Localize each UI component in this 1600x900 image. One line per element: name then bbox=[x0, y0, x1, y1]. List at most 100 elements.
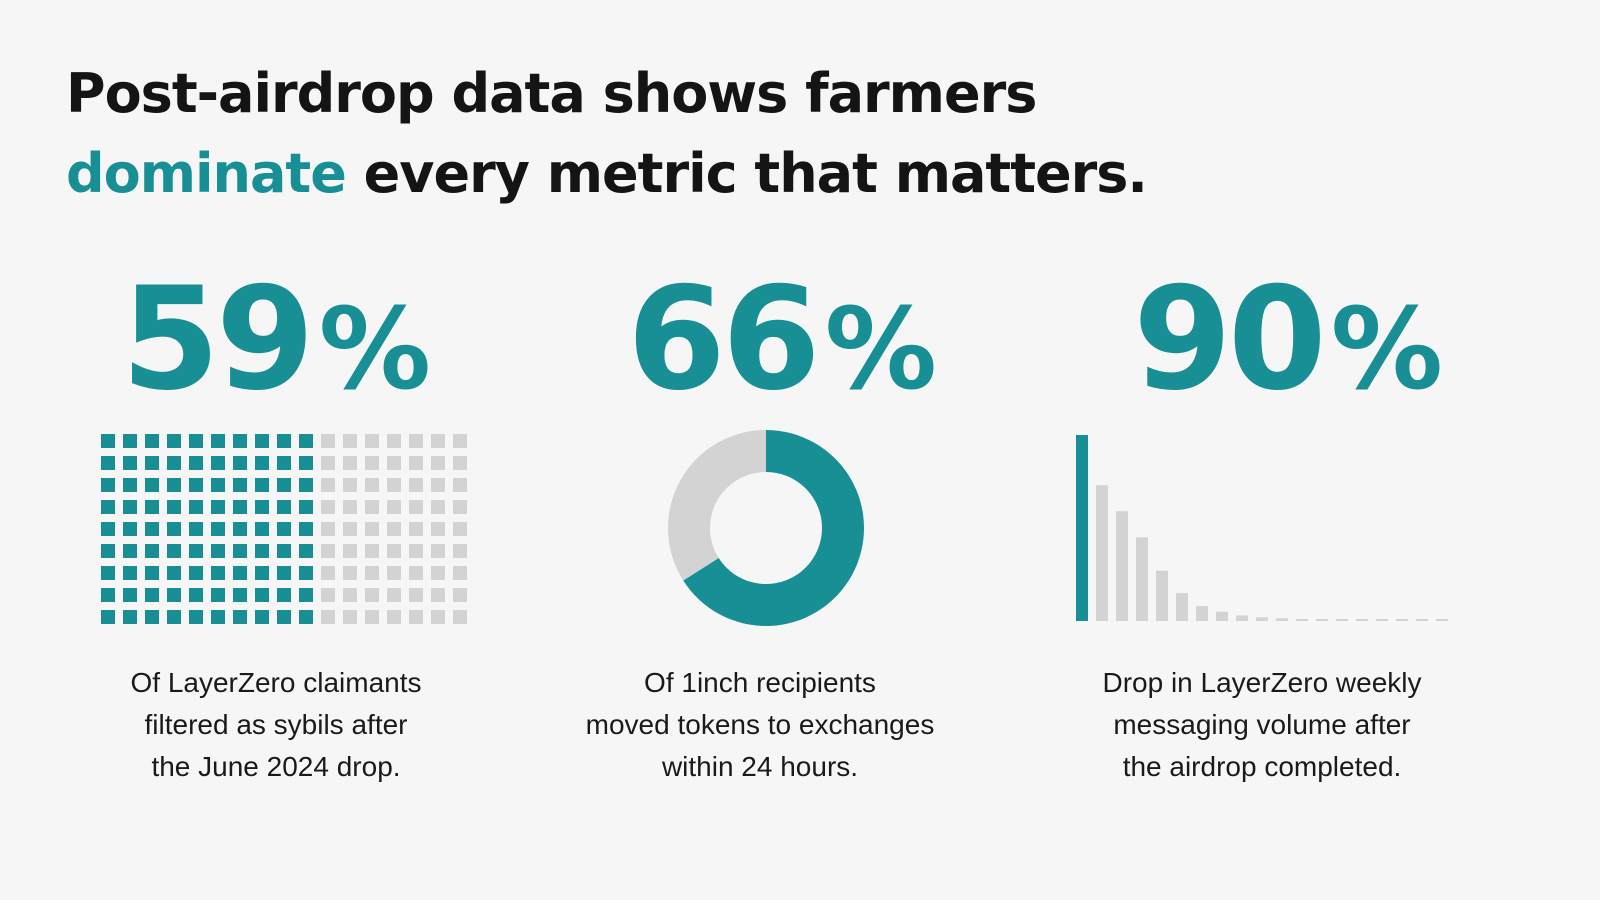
waffle-cell-filled bbox=[277, 566, 291, 580]
waffle-cell-filled bbox=[145, 566, 159, 580]
waffle-cell-filled bbox=[167, 500, 181, 514]
waffle-cell-filled bbox=[145, 610, 159, 624]
stat-column-1inch: 66% bbox=[562, 260, 1002, 430]
waffle-cell-empty bbox=[387, 434, 401, 448]
waffle-cell-filled bbox=[299, 610, 313, 624]
waffle-cell-empty bbox=[453, 588, 467, 602]
waffle-cell-empty bbox=[431, 478, 445, 492]
bar bbox=[1216, 611, 1228, 621]
waffle-cell-empty bbox=[321, 544, 335, 558]
waffle-cell-empty bbox=[387, 456, 401, 470]
bar bbox=[1096, 485, 1108, 621]
waffle-cell-empty bbox=[343, 588, 357, 602]
waffle-cell-empty bbox=[409, 588, 423, 602]
waffle-cell-filled bbox=[255, 456, 269, 470]
waffle-cell-empty bbox=[431, 610, 445, 624]
caption-line: Of 1inch recipients bbox=[644, 667, 876, 698]
headline-accent-word: dominate bbox=[66, 142, 347, 205]
waffle-cell-filled bbox=[233, 588, 247, 602]
waffle-cell-filled bbox=[255, 478, 269, 492]
stat-column-volume: 90% bbox=[1068, 260, 1508, 430]
waffle-cell-empty bbox=[365, 478, 379, 492]
caption-line: Of LayerZero claimants bbox=[130, 667, 422, 698]
waffle-cell-filled bbox=[255, 434, 269, 448]
waffle-cell-empty bbox=[431, 566, 445, 580]
stat-number: 90 bbox=[1133, 257, 1327, 422]
donut-chart-1inch bbox=[668, 430, 864, 626]
waffle-cell-filled bbox=[233, 522, 247, 536]
waffle-cell-filled bbox=[255, 500, 269, 514]
waffle-cell-empty bbox=[409, 610, 423, 624]
waffle-cell-filled bbox=[277, 500, 291, 514]
waffle-cell-filled bbox=[277, 610, 291, 624]
waffle-cell-filled bbox=[101, 610, 115, 624]
bar bbox=[1416, 619, 1428, 621]
waffle-cell-filled bbox=[167, 588, 181, 602]
waffle-cell-empty bbox=[453, 566, 467, 580]
bar bbox=[1196, 606, 1208, 621]
caption-line: Drop in LayerZero weekly bbox=[1102, 667, 1422, 698]
waffle-cell-filled bbox=[277, 456, 291, 470]
headline-line-1: Post-airdrop data shows farmers bbox=[66, 62, 1037, 125]
waffle-cell-filled bbox=[211, 478, 225, 492]
bar bbox=[1136, 537, 1148, 621]
bar bbox=[1176, 593, 1188, 621]
waffle-cell-empty bbox=[431, 544, 445, 558]
waffle-cell-empty bbox=[409, 500, 423, 514]
waffle-cell-empty bbox=[409, 456, 423, 470]
waffle-cell-filled bbox=[189, 522, 203, 536]
waffle-cell-empty bbox=[321, 500, 335, 514]
waffle-cell-filled bbox=[167, 544, 181, 558]
waffle-cell-filled bbox=[277, 522, 291, 536]
waffle-cell-filled bbox=[277, 588, 291, 602]
waffle-cell-empty bbox=[387, 522, 401, 536]
waffle-cell-filled bbox=[211, 544, 225, 558]
waffle-cell-empty bbox=[409, 544, 423, 558]
waffle-cell-filled bbox=[189, 478, 203, 492]
bar bbox=[1356, 619, 1368, 621]
waffle-cell-filled bbox=[189, 566, 203, 580]
stat-number: 59 bbox=[121, 257, 315, 422]
waffle-cell-filled bbox=[255, 566, 269, 580]
waffle-cell-filled bbox=[123, 544, 137, 558]
waffle-cell-filled bbox=[255, 588, 269, 602]
waffle-cell-empty bbox=[321, 434, 335, 448]
caption-1inch: Of 1inch recipients moved tokens to exch… bbox=[540, 662, 980, 788]
waffle-cell-filled bbox=[101, 500, 115, 514]
bar bbox=[1236, 615, 1248, 621]
waffle-cell-filled bbox=[211, 456, 225, 470]
waffle-cell-filled bbox=[299, 478, 313, 492]
waffle-cell-empty bbox=[431, 456, 445, 470]
waffle-cell-empty bbox=[365, 456, 379, 470]
waffle-cell-filled bbox=[233, 434, 247, 448]
waffle-cell-empty bbox=[321, 588, 335, 602]
waffle-cell-filled bbox=[277, 478, 291, 492]
bar bbox=[1316, 619, 1328, 621]
waffle-cell-filled bbox=[123, 566, 137, 580]
waffle-cell-filled bbox=[189, 456, 203, 470]
waffle-cell-empty bbox=[343, 456, 357, 470]
waffle-cell-empty bbox=[321, 478, 335, 492]
stat-value-volume: 90% bbox=[1068, 260, 1508, 430]
waffle-cell-filled bbox=[145, 478, 159, 492]
waffle-cell-filled bbox=[123, 500, 137, 514]
waffle-cell-filled bbox=[101, 566, 115, 580]
waffle-cell-filled bbox=[167, 434, 181, 448]
waffle-cell-filled bbox=[167, 478, 181, 492]
waffle-cell-empty bbox=[409, 478, 423, 492]
waffle-cell-filled bbox=[123, 456, 137, 470]
waffle-cell-empty bbox=[365, 588, 379, 602]
waffle-cell-filled bbox=[145, 500, 159, 514]
waffle-cell-filled bbox=[123, 610, 137, 624]
caption-line: moved tokens to exchanges bbox=[585, 709, 935, 740]
waffle-cell-filled bbox=[101, 434, 115, 448]
waffle-cell-filled bbox=[189, 588, 203, 602]
waffle-cell-empty bbox=[387, 500, 401, 514]
waffle-cell-filled bbox=[211, 566, 225, 580]
caption-line: filtered as sybils after bbox=[144, 709, 408, 740]
caption-line: within 24 hours. bbox=[661, 751, 859, 782]
stat-column-sybils: 59% bbox=[56, 260, 496, 430]
waffle-cell-empty bbox=[453, 522, 467, 536]
waffle-cell-empty bbox=[409, 522, 423, 536]
waffle-cell-filled bbox=[233, 566, 247, 580]
